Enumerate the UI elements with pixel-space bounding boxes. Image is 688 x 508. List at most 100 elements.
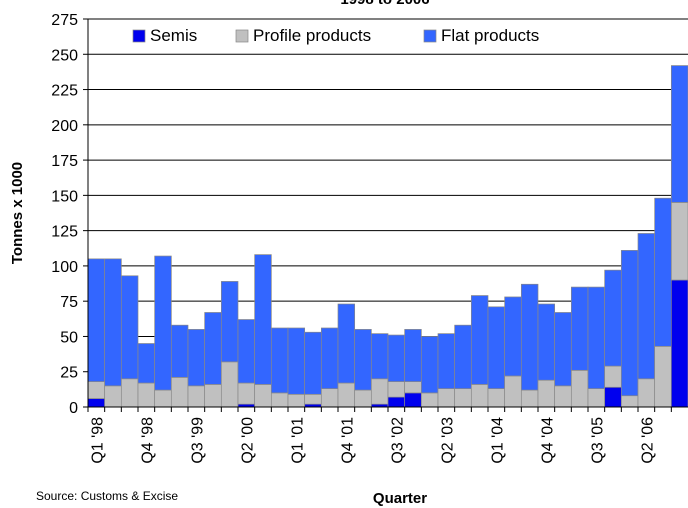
legend: Semis Profile products Flat products <box>128 24 593 48</box>
bar-segment <box>104 258 122 387</box>
bar-segment <box>554 385 572 408</box>
x-tick-label: Q3 '05 <box>589 417 606 464</box>
bar-segment <box>87 258 106 382</box>
bar-segment <box>154 255 172 391</box>
x-tick-label: Q1 '98 <box>89 417 106 464</box>
bar-segment <box>154 389 172 408</box>
bar-segment <box>520 283 539 391</box>
bar-segment <box>404 392 422 408</box>
bar-segment <box>304 331 322 395</box>
bar-segment <box>270 327 289 394</box>
bar-segment <box>604 365 622 388</box>
y-tick-label: 150 <box>51 188 78 205</box>
bar-segment <box>620 250 639 397</box>
source-note: Source: Customs & Excise <box>36 489 178 503</box>
bar-segment <box>120 275 139 380</box>
bar-segment <box>504 375 522 408</box>
y-tick-label: 100 <box>51 259 78 276</box>
bar-segment <box>420 336 439 394</box>
bar-segment <box>104 385 122 408</box>
bar-segment <box>554 312 572 387</box>
bar-segment <box>220 361 239 408</box>
legend-label: Profile products <box>253 26 371 45</box>
chart-title: 1998 to 2006 <box>340 0 429 8</box>
legend-box <box>128 24 593 48</box>
bar-segment <box>670 65 688 203</box>
bar-segment <box>120 378 139 408</box>
bar-segment <box>354 389 372 408</box>
bar-segment <box>454 324 472 390</box>
bar-segment <box>337 303 356 384</box>
bar-segment <box>220 281 239 363</box>
x-tick-label: Q4 '01 <box>339 417 356 464</box>
bar-segment <box>454 388 472 408</box>
bar-segment <box>137 343 156 384</box>
bar-segment <box>237 382 256 405</box>
bar-segment <box>370 378 389 405</box>
y-tick-label: 125 <box>51 224 78 241</box>
x-tick-label: Q2 '03 <box>439 417 456 464</box>
bar-segment <box>537 303 556 381</box>
bar-segment <box>537 379 556 408</box>
bar-segment <box>287 327 306 395</box>
bar-segment <box>187 385 206 408</box>
bar-segment <box>270 392 289 408</box>
bar-segment <box>387 396 406 408</box>
y-tick-label: 275 <box>51 12 78 29</box>
y-tick-label: 175 <box>51 153 78 170</box>
bar-segment <box>404 329 422 382</box>
bar-segment <box>87 398 106 408</box>
x-tick-label: Q1 '04 <box>489 417 506 464</box>
bar-segment <box>570 369 589 408</box>
bar-segment <box>204 384 222 408</box>
x-tick-label: Q3 '99 <box>189 417 206 464</box>
bar-segment <box>304 393 322 405</box>
legend-swatch <box>235 29 249 43</box>
bar-segment <box>604 386 622 408</box>
x-tick-label: Q1 '01 <box>289 417 306 464</box>
x-axis-label: Quarter <box>373 490 427 507</box>
bar-segment <box>204 312 222 385</box>
bar-segment <box>620 395 639 408</box>
bar-segment <box>670 202 688 281</box>
bar-segment <box>487 306 506 390</box>
bar-segment <box>137 382 156 408</box>
bar-segment <box>654 345 672 408</box>
bar-segment <box>637 233 656 380</box>
bar-segment <box>470 384 489 408</box>
bar-segment <box>520 389 539 408</box>
legend-label: Flat products <box>441 26 539 45</box>
bar-segment <box>387 334 406 382</box>
y-tick-label: 25 <box>60 365 78 382</box>
y-tick-label: 75 <box>60 294 78 311</box>
bar-segment <box>170 324 189 378</box>
bar-segment <box>187 329 206 387</box>
y-axis-label: Tonnes x 1000 <box>9 162 26 264</box>
x-tick-label: Q3 '02 <box>389 417 406 464</box>
y-tick-label: 50 <box>60 329 78 346</box>
bar-segment <box>587 286 606 390</box>
bar-segment <box>237 319 256 384</box>
bar-segment <box>254 254 272 385</box>
bar-segment <box>420 392 439 408</box>
bar-segment <box>637 378 656 408</box>
y-tick-label: 225 <box>51 83 78 100</box>
bar-segment <box>570 286 589 371</box>
bar-segment <box>587 388 606 408</box>
legend-swatch <box>132 29 146 43</box>
bar-segment <box>320 388 339 408</box>
bar-segment <box>354 329 372 391</box>
bar-segment <box>254 384 272 408</box>
bar-segment <box>470 295 489 385</box>
bar-segment <box>487 388 506 408</box>
bar-segment <box>370 333 389 380</box>
bar-segment <box>387 381 406 398</box>
y-tick-label: 200 <box>51 118 78 135</box>
y-tick-label: 0 <box>69 400 78 417</box>
bar-segment <box>337 382 356 408</box>
x-tick-label: Q2 '00 <box>239 417 256 464</box>
bar-segment <box>404 381 422 394</box>
bar-segment <box>287 393 306 408</box>
y-tick-label: 250 <box>51 47 78 64</box>
